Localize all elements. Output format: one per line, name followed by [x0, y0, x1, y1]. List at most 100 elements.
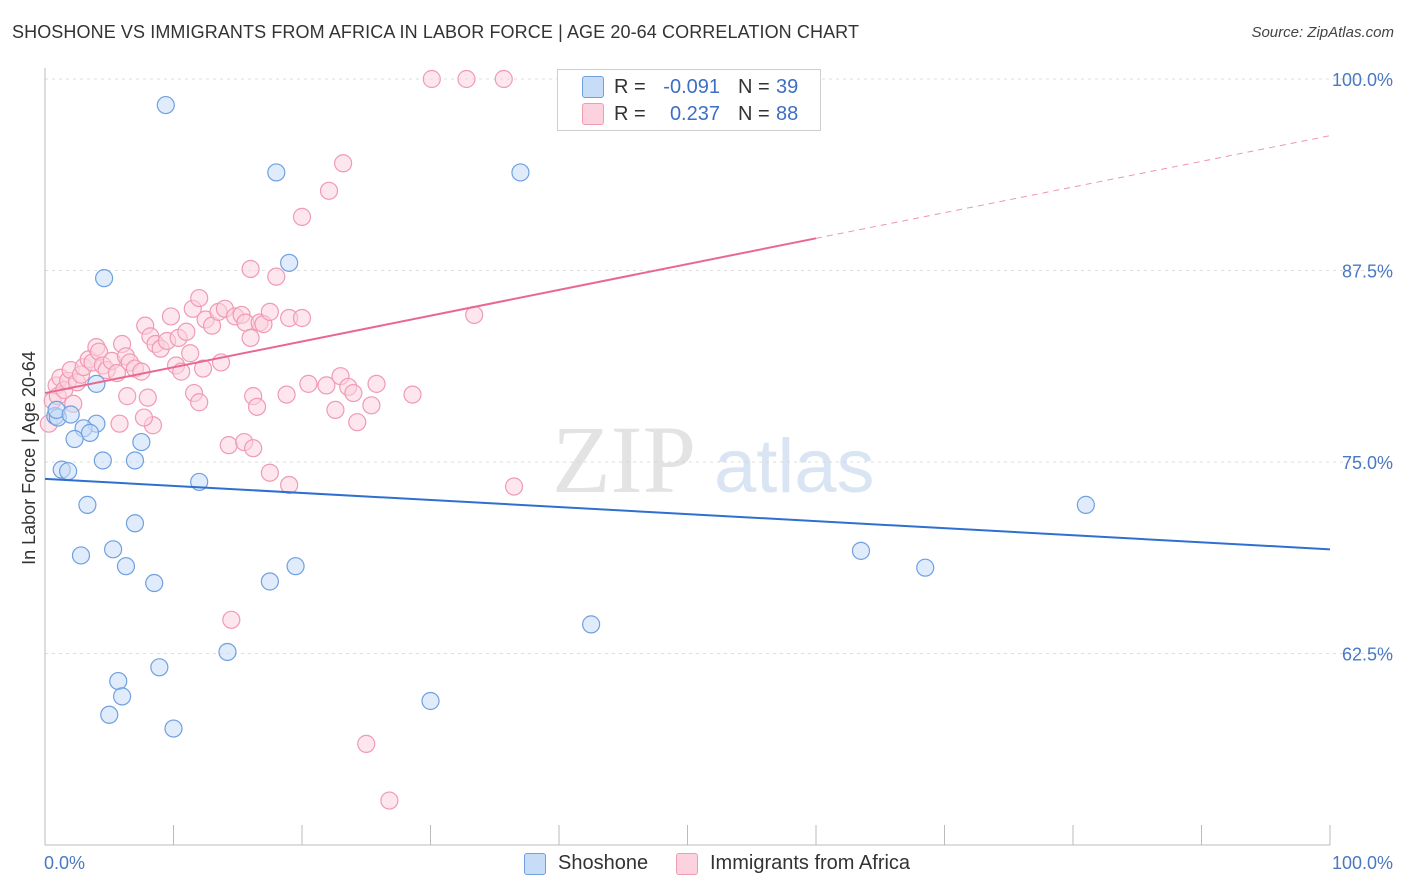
- point-shoshone: [582, 615, 601, 634]
- correlation-legend: R = -0.091 N = 39 R = 0.237 N = 88: [557, 69, 821, 131]
- point-shoshone: [93, 451, 112, 470]
- point-shoshone: [104, 540, 123, 559]
- point-shoshone: [132, 432, 151, 452]
- legend-row-shoshone: R = -0.091 N = 39: [558, 74, 798, 100]
- point-shoshone: [1076, 495, 1095, 514]
- legend-swatch-africa: [676, 852, 698, 875]
- point-africa: [380, 791, 399, 810]
- n-label: N =: [738, 102, 770, 125]
- trend-line-africa: [44, 237, 817, 395]
- point-africa: [193, 359, 213, 378]
- point-shoshone: [125, 451, 145, 470]
- watermark-atlas: atlas: [714, 424, 875, 509]
- tick-labels: 62.5% 75.0% 87.5% 100.0% 0.0% 100.0% In Labor …: [19, 70, 1393, 873]
- point-shoshone: [78, 495, 97, 514]
- point-shoshone: [95, 269, 114, 288]
- point-africa: [219, 436, 238, 455]
- point-shoshone: [286, 557, 305, 576]
- legend-swatch-shoshone: [582, 76, 604, 98]
- r-label: R =: [614, 102, 646, 125]
- point-africa: [190, 393, 209, 412]
- point-africa: [319, 181, 339, 200]
- point-africa: [244, 439, 263, 458]
- point-shoshone: [156, 95, 175, 115]
- y-tick-label: 100.0%: [1332, 70, 1393, 90]
- n-value: 39: [776, 75, 799, 98]
- point-shoshone: [916, 558, 935, 577]
- series-legend: Shoshone Immigrants from Africa: [0, 852, 1406, 878]
- point-africa: [190, 288, 209, 308]
- point-shoshone: [125, 514, 145, 533]
- point-africa: [292, 207, 312, 226]
- trend-line-shoshone: [44, 477, 1331, 551]
- point-shoshone: [150, 658, 169, 677]
- point-africa: [138, 388, 157, 407]
- point-shoshone: [71, 546, 91, 565]
- r-label: R =: [614, 75, 646, 98]
- point-africa: [403, 385, 422, 404]
- point-africa: [344, 383, 363, 403]
- point-shoshone: [260, 572, 279, 591]
- point-africa: [280, 475, 299, 495]
- n-label: N =: [738, 75, 770, 98]
- watermark: ZIP atlas: [552, 406, 875, 513]
- point-africa: [457, 69, 476, 89]
- point-africa: [299, 374, 318, 393]
- point-africa: [118, 387, 137, 406]
- legend-swatch-shoshone: [524, 852, 546, 875]
- point-shoshone: [851, 541, 871, 560]
- point-africa: [494, 69, 513, 89]
- point-africa: [326, 400, 345, 420]
- gridlines: [45, 78, 1392, 654]
- y-tick-label: 87.5%: [1342, 262, 1393, 282]
- point-shoshone: [80, 423, 100, 442]
- legend-label-shoshone: Shoshone: [558, 852, 649, 874]
- source-label: Source: ZipAtlas.com: [1251, 24, 1394, 41]
- point-shoshone: [218, 642, 237, 662]
- point-shoshone: [116, 557, 136, 576]
- point-shoshone: [511, 163, 530, 182]
- point-shoshone: [65, 429, 84, 449]
- series-shoshone-points: [46, 95, 1095, 738]
- legend-label-africa: Immigrants from Africa: [710, 852, 911, 874]
- point-shoshone: [280, 253, 299, 272]
- axes: [44, 68, 1331, 846]
- point-africa: [334, 154, 353, 173]
- legend-row-africa: R = 0.237 N = 88: [558, 101, 798, 127]
- watermark-zip: ZIP: [552, 406, 696, 513]
- y-tick-label: 62.5%: [1342, 645, 1393, 665]
- point-africa: [277, 385, 296, 404]
- point-shoshone: [59, 462, 78, 481]
- point-africa: [110, 414, 129, 433]
- point-africa: [247, 397, 267, 416]
- legend-item-shoshone[interactable]: Shoshone: [524, 852, 648, 875]
- point-shoshone: [164, 719, 183, 738]
- point-africa: [241, 328, 260, 348]
- point-shoshone: [421, 691, 440, 711]
- trend-lines: [44, 135, 1331, 551]
- point-africa: [267, 267, 286, 286]
- trend-line-africa-extension: [815, 135, 1331, 239]
- n-value: 88: [776, 102, 799, 125]
- point-shoshone: [267, 163, 286, 182]
- point-africa: [181, 344, 200, 363]
- point-africa: [260, 302, 279, 321]
- x-tick-label: 100.0%: [1332, 853, 1393, 873]
- point-africa: [241, 259, 260, 279]
- point-shoshone: [109, 671, 128, 691]
- point-shoshone: [100, 705, 119, 724]
- series-africa-points: [39, 69, 524, 810]
- chart-title: SHOSHONE VS IMMIGRANTS FROM AFRICA IN LA…: [12, 22, 860, 42]
- legend-item-africa[interactable]: Immigrants from Africa: [676, 852, 910, 875]
- point-africa: [504, 477, 524, 496]
- point-africa: [161, 307, 181, 326]
- point-africa: [177, 322, 196, 341]
- point-africa: [292, 308, 312, 328]
- point-africa: [422, 69, 441, 89]
- x-tick-label: 0.0%: [44, 853, 85, 873]
- y-tick-label: 75.0%: [1342, 453, 1393, 473]
- point-africa: [362, 396, 381, 415]
- point-africa: [222, 610, 241, 629]
- point-africa: [134, 408, 154, 427]
